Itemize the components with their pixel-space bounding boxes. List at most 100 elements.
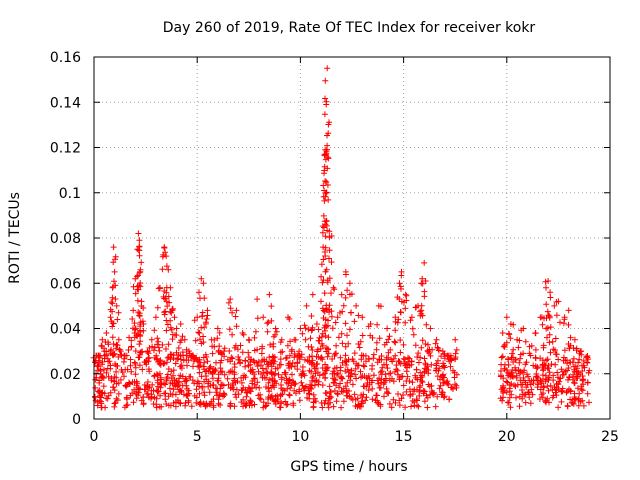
data-point [441,350,448,357]
data-point [231,364,238,371]
data-point [158,403,165,410]
data-point [151,372,158,379]
data-point [334,391,341,398]
data-point [421,259,428,266]
data-point [189,352,196,359]
data-point [377,369,384,376]
data-point [215,375,222,382]
data-point [309,353,315,360]
data-point [580,402,587,409]
data-point [233,307,240,314]
data-point [133,391,140,397]
data-point [521,367,528,374]
data-point [400,392,406,398]
data-point [115,309,122,316]
data-point [157,360,164,367]
data-point [151,373,158,380]
data-point [279,348,286,355]
data-point [334,314,341,321]
data-point [226,369,233,376]
data-point [270,333,277,340]
data-point [421,355,428,362]
data-point [518,327,525,334]
data-point [422,361,429,368]
data-point [524,371,530,378]
data-point [200,339,207,346]
data-point [335,334,342,341]
data-point [138,259,145,266]
data-point [114,342,121,349]
data-point [255,368,262,375]
data-point [522,361,529,368]
data-point [191,392,198,399]
data-point [333,364,340,371]
data-point [134,273,140,280]
data-point [540,376,546,382]
data-point [121,373,127,380]
data-point [425,341,431,348]
data-point [351,350,358,357]
data-point [343,362,349,368]
data-point [321,249,328,255]
data-point [202,368,209,375]
data-point [412,374,419,381]
data-point [446,396,453,403]
data-point [286,316,293,322]
data-point [179,373,186,380]
data-point [203,400,210,407]
data-point [526,343,533,350]
data-point [254,315,261,322]
data-point [178,365,185,372]
data-point [321,111,328,118]
data-point [290,402,297,409]
data-point [345,373,352,380]
data-point [309,347,316,353]
data-point [246,385,253,392]
data-point [296,397,303,404]
data-point [184,352,190,359]
data-point [363,394,370,401]
data-point [107,365,114,372]
data-point [404,373,411,380]
data-point [533,365,540,372]
data-point [385,349,392,356]
data-point [237,359,243,366]
data-point [196,369,203,376]
data-point [440,379,446,386]
data-point [325,400,331,407]
data-point [172,391,179,398]
data-point [543,399,549,406]
data-point [540,367,546,374]
data-point [98,390,105,397]
data-point [215,347,222,354]
data-point [209,375,216,382]
data-point [453,346,460,353]
data-point [291,350,298,357]
data-point [248,398,254,405]
data-point [258,362,264,369]
data-point [501,365,508,372]
data-point [407,317,414,324]
data-point [109,294,116,301]
data-point [321,151,328,158]
data-point [133,378,140,385]
data-point [264,370,271,377]
data-point [375,380,382,387]
data-point [310,391,317,398]
data-point [202,351,209,358]
data-point [397,283,404,290]
data-point [365,323,372,330]
data-point [201,324,208,331]
data-point [103,369,110,376]
data-point [534,364,541,371]
data-point [127,362,134,369]
data-point [135,247,142,254]
data-point [404,361,411,368]
data-point [264,320,271,327]
data-point [346,326,353,333]
data-point [579,377,586,384]
data-point [344,332,350,339]
data-point [160,360,167,367]
data-point [221,391,228,398]
data-point [544,308,551,315]
